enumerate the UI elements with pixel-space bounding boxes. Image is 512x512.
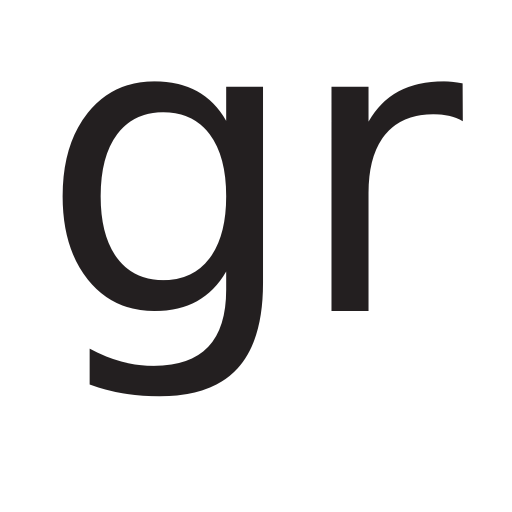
logo-text: gr [40,0,463,408]
